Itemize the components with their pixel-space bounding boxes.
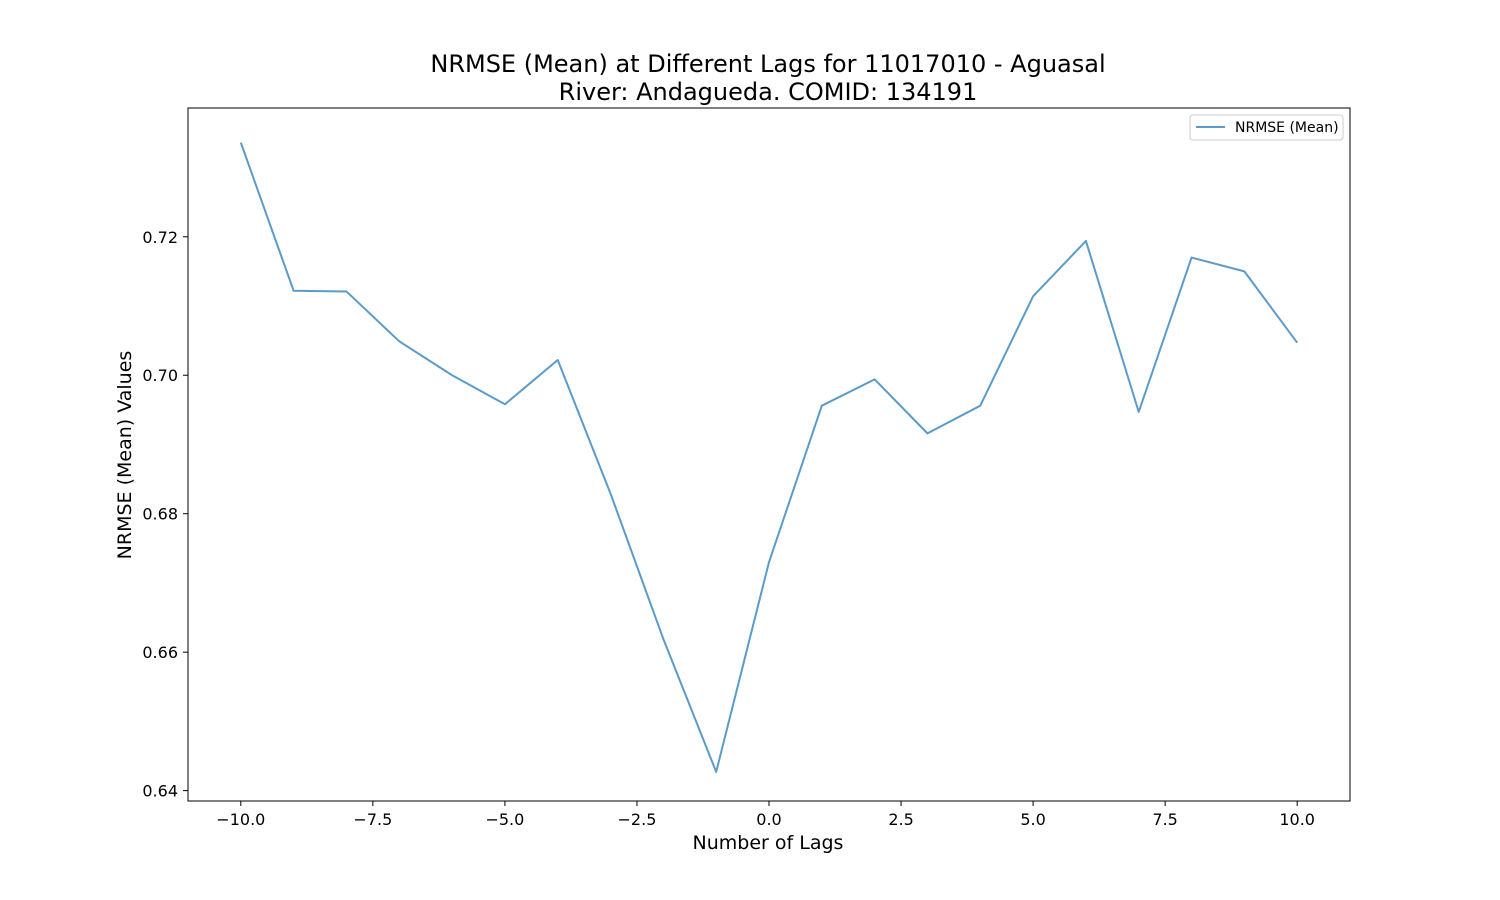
chart-title-line-1: NRMSE (Mean) at Different Lags for 11017… [430,50,1105,78]
plot-area [187,107,1351,802]
x-axis-label: Number of Lags [693,832,844,854]
legend-label: NRMSE (Mean) [1235,120,1339,136]
series-layer [239,142,1298,773]
x-tick-label: −7.5 [353,810,392,829]
y-axis-ticks: 0.64 0.66 0.68 0.70 0.72 [142,228,188,801]
y-tick-label: 0.64 [142,782,178,801]
x-tick-label: 0.0 [756,810,781,829]
legend-box [1189,114,1344,141]
x-tick-label: 7.5 [1152,810,1177,829]
y-tick-label: 0.72 [142,228,178,247]
y-tick-label: 0.66 [142,643,178,662]
series-line-nrmse-mean [239,142,1298,773]
x-tick-label: 5.0 [1020,810,1045,829]
x-tick-label: −2.5 [618,810,657,829]
x-axis-ticks: −10.0 −7.5 −5.0 −2.5 0.0 2.5 5.0 7.5 10.0 [216,801,1315,829]
x-tick-label: −5.0 [485,810,524,829]
x-tick-label: 2.5 [888,810,913,829]
legend: NRMSE (Mean) [1189,114,1344,141]
y-tick-label: 0.68 [142,505,178,524]
y-axis-label: NRMSE (Mean) Values [114,351,136,560]
y-tick-label: 0.70 [142,366,178,385]
x-tick-label: 10.0 [1279,810,1315,829]
chart-title-line-2: River: Andagueda. COMID: 134191 [559,78,978,106]
x-tick-label: −10.0 [216,810,265,829]
